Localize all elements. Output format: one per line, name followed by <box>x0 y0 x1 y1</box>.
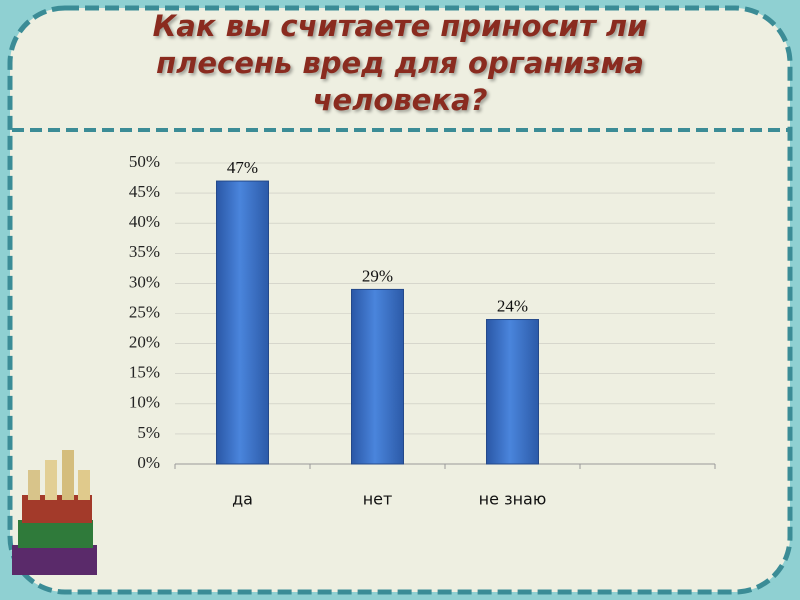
data-label: 47% <box>227 158 258 177</box>
bar <box>351 288 404 465</box>
books-decoration <box>12 450 97 575</box>
chart-title: Как вы считаете приносит ли плесень вред… <box>152 9 648 117</box>
x-tick-label: да <box>232 490 253 509</box>
y-tick-label: 20% <box>129 333 160 352</box>
y-tick-label: 45% <box>129 182 160 201</box>
y-tick-label: 50% <box>129 152 160 171</box>
data-label: 24% <box>497 297 528 316</box>
y-tick-label: 40% <box>129 212 160 231</box>
y-tick-label: 5% <box>137 423 160 442</box>
data-label: 29% <box>362 266 393 285</box>
x-tick-label: не знаю <box>479 490 547 509</box>
y-tick-label: 35% <box>129 242 160 261</box>
y-tick-label: 15% <box>129 363 160 382</box>
y-tick-label: 25% <box>129 302 160 321</box>
y-tick-label: 10% <box>129 393 160 412</box>
bar <box>216 180 269 465</box>
x-tick-label: нет <box>363 490 393 509</box>
bar <box>486 319 539 465</box>
y-tick-label: 0% <box>137 453 160 472</box>
y-tick-label: 30% <box>129 272 160 291</box>
